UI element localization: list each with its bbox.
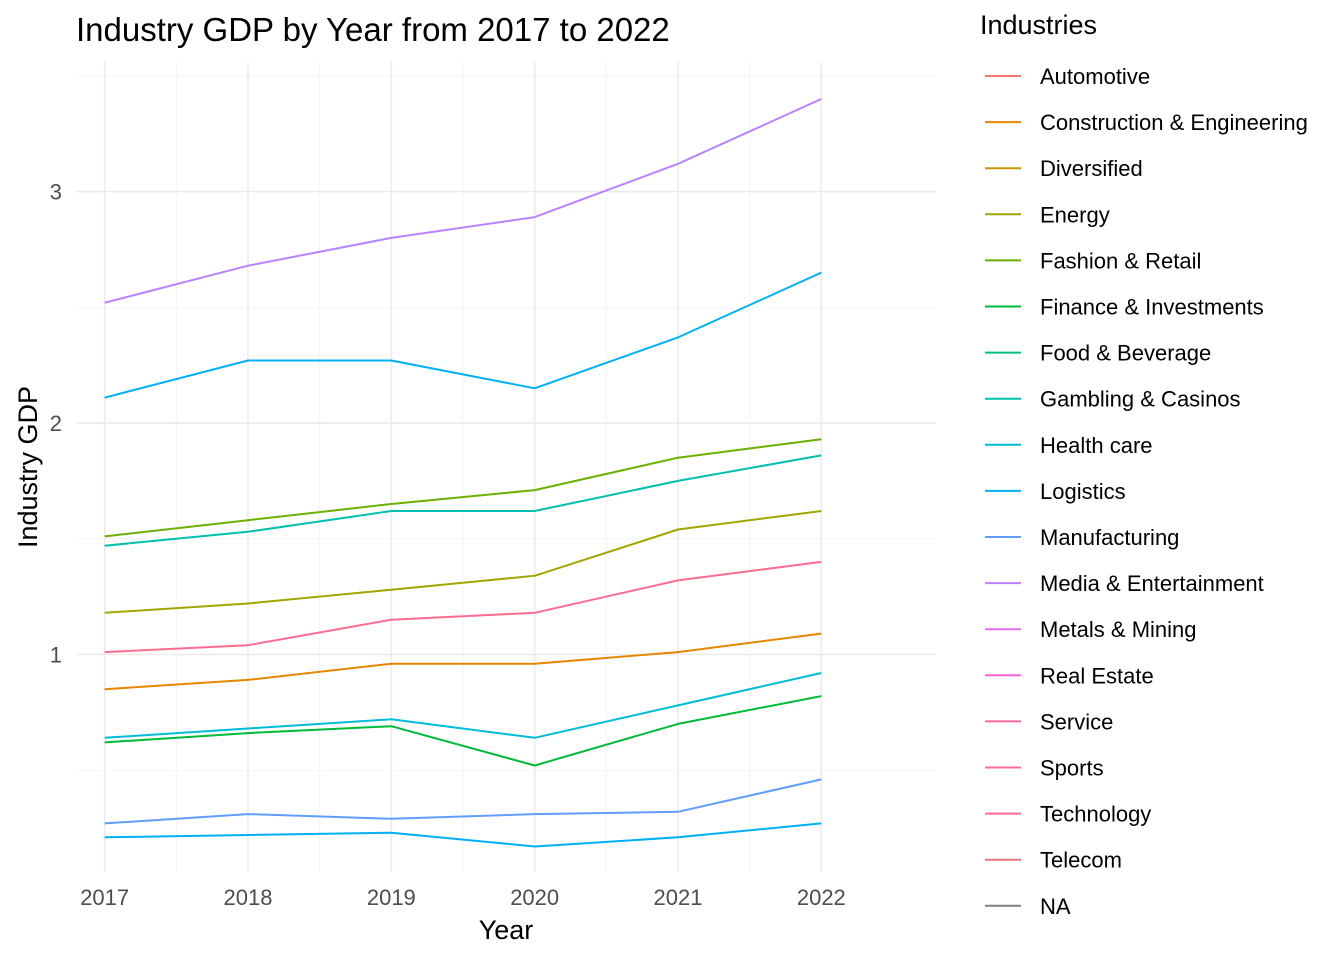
legend-item: Sports [985,756,1104,781]
x-axis-title: Year [479,915,534,945]
legend-label: Energy [1040,202,1110,227]
series-line [104,438,822,538]
legend-item: Diversified [985,156,1143,181]
x-tick-label: 2021 [654,885,703,910]
legend-item: Energy [985,202,1110,227]
legend-item: Technology [985,802,1151,827]
y-tick-label: 3 [50,180,62,205]
legend-item: Media & Entertainment [985,571,1264,596]
legend-label: Media & Entertainment [1040,571,1264,596]
legend-label: Finance & Investments [1040,295,1264,320]
x-tick-label: 2019 [367,885,416,910]
legend-label: Telecom [1040,848,1122,873]
legend-item: Telecom [985,848,1122,873]
x-axis-ticks: 2017 2018 2019 2020 2021 2022 [80,885,846,910]
legend-item: Fashion & Retail [985,248,1201,273]
y-tick-label: 1 [50,642,62,667]
y-axis-title: Industry GDP [13,386,43,548]
series-line [104,632,822,691]
legend-label: Gambling & Casinos [1040,387,1241,412]
series-line [104,672,822,739]
x-tick-label: 2020 [510,885,559,910]
legend-label: Food & Beverage [1040,341,1211,366]
legend-label: Logistics [1040,479,1126,504]
legend-item: Automotive [985,64,1150,89]
series-line [104,454,822,547]
legend-title: Industries [980,10,1097,40]
x-tick-label: 2018 [224,885,273,910]
legend-item: NA [985,894,1071,919]
chart-title: Industry GDP by Year from 2017 to 2022 [76,11,670,48]
legend-item: Service [985,709,1113,734]
legend-label: Real Estate [1040,663,1154,688]
series-line [104,778,822,825]
y-tick-label: 2 [50,411,62,436]
legend-label: NA [1040,894,1071,919]
legend-label: Technology [1040,802,1151,827]
legend-item: Manufacturing [985,525,1179,550]
legend-item: Metals & Mining [985,617,1197,642]
legend-label: Metals & Mining [1040,617,1197,642]
series-line [104,98,822,304]
legend-item: Real Estate [985,663,1154,688]
x-tick-label: 2017 [80,885,129,910]
series-line [104,510,822,614]
legend: Industries Automotive Construction & Engi… [980,10,1308,919]
series-line [104,695,822,767]
legend-label: Service [1040,709,1113,734]
legend-item: Health care [985,433,1153,458]
series-line [104,822,822,848]
legend-label: Health care [1040,433,1153,458]
legend-item: Gambling & Casinos [985,387,1241,412]
legend-item: Logistics [985,479,1126,504]
legend-label: Automotive [1040,64,1150,89]
legend-label: Manufacturing [1040,525,1179,550]
legend-items: Automotive Construction & Engineering Dive… [985,64,1308,919]
legend-item: Finance & Investments [985,295,1264,320]
y-axis-ticks: 1 2 3 [50,180,62,668]
legend-label: Construction & Engineering [1040,110,1308,135]
series-line [104,271,822,399]
legend-label: Fashion & Retail [1040,248,1201,273]
legend-label: Sports [1040,756,1104,781]
series-lines [104,98,822,848]
legend-item: Construction & Engineering [985,110,1308,135]
grid-lines [76,62,936,872]
series-line [104,560,822,654]
x-tick-label: 2022 [797,885,846,910]
legend-item: Food & Beverage [985,341,1211,366]
legend-label: Diversified [1040,156,1143,181]
